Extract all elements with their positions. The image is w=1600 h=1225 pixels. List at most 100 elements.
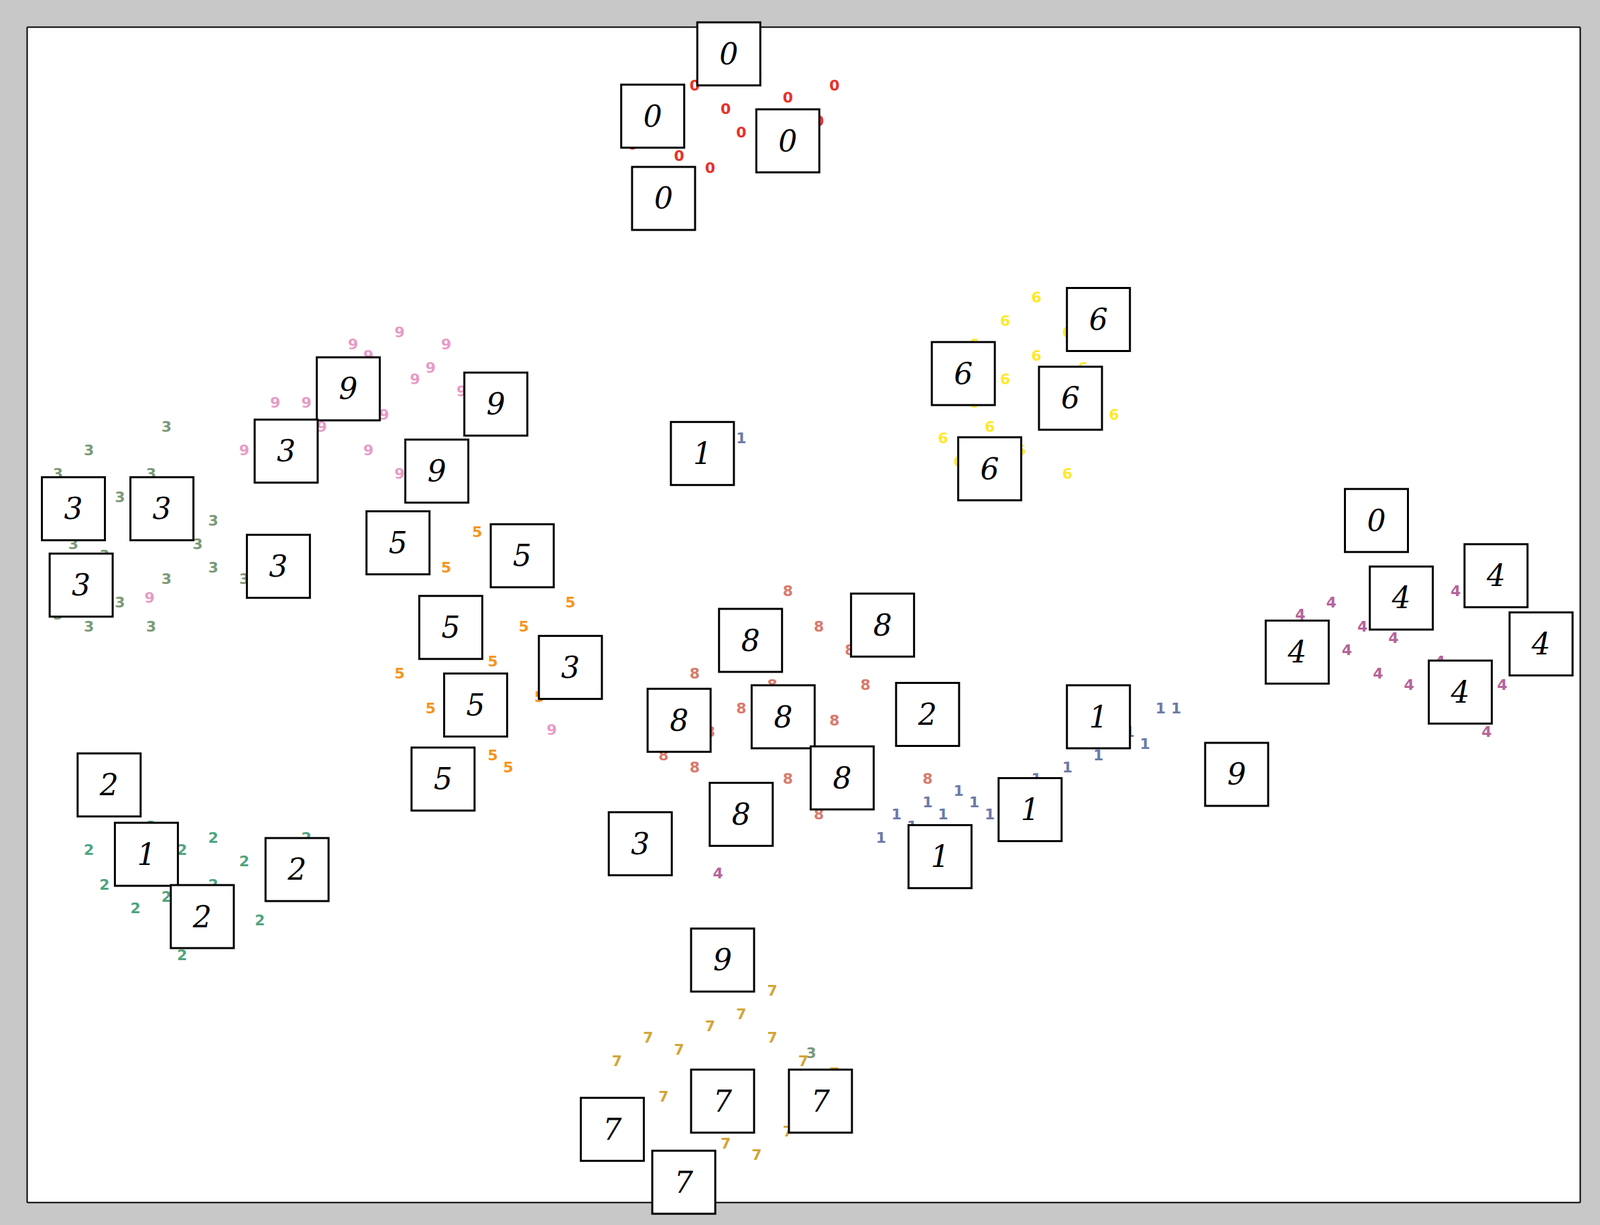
point: 1	[876, 829, 887, 846]
image-digit: 0	[643, 99, 663, 134]
x-axis	[27, 1201, 1581, 1203]
image-box: 9	[691, 928, 755, 992]
point: 5	[565, 593, 576, 611]
point: 1	[1171, 699, 1182, 717]
point: 7	[735, 1005, 747, 1023]
image-digit: 9	[339, 371, 358, 406]
image-box: 0	[621, 84, 685, 148]
point: 1	[1062, 758, 1073, 776]
image-frame	[1464, 544, 1528, 608]
image-digit: 5	[433, 761, 453, 796]
image-box: 5	[366, 511, 430, 575]
point: 5	[471, 523, 482, 541]
marks: 0000000000000000111111111111111111122222…	[52, 42, 1555, 1164]
point: 8	[860, 676, 871, 694]
image-frame	[42, 477, 106, 541]
image-box: 5	[419, 595, 483, 659]
image-digit: 3	[152, 491, 172, 526]
image-frame	[998, 777, 1062, 841]
point: 4	[1357, 618, 1368, 635]
image-digit: 2	[286, 851, 307, 887]
series-3: 33333333333333333333	[52, 418, 817, 1062]
image-digit: 9	[427, 453, 447, 488]
point: 5	[518, 618, 529, 635]
point: 6	[937, 429, 948, 447]
image-frame	[366, 511, 430, 575]
image-frame	[419, 595, 483, 659]
point: 9	[425, 359, 436, 377]
chart-svg: 0000000000000000111111111111111111122222…	[0, 0, 1600, 1225]
point: 9	[144, 589, 155, 606]
image-digit: 6	[1061, 380, 1080, 415]
image-digit: 9	[486, 386, 506, 421]
image-box: 6	[931, 341, 995, 405]
image-frame	[464, 372, 528, 436]
image-digit: 0	[778, 124, 797, 159]
image-frame	[317, 357, 381, 421]
frame-top	[27, 26, 1581, 28]
point: 3	[161, 418, 172, 436]
point: 9	[347, 335, 358, 353]
image-digit: 5	[441, 609, 461, 645]
image-frame	[788, 1069, 852, 1133]
point: 8	[735, 699, 747, 717]
point: 2	[207, 829, 218, 846]
point: 4	[1450, 582, 1461, 600]
image-box: 2	[265, 837, 329, 901]
image-digit: 1	[1089, 699, 1109, 734]
image-box: 8	[709, 782, 773, 846]
image-box: 8	[810, 746, 874, 810]
image-frame	[691, 928, 755, 992]
point: 7	[798, 1052, 809, 1070]
image-frame	[908, 825, 972, 889]
image-frame	[130, 477, 194, 541]
point: 6	[1030, 347, 1041, 364]
image-frame	[1205, 742, 1269, 806]
series-9: 99999999999999999999	[144, 323, 1223, 758]
point: 3	[146, 618, 157, 635]
image-digit: 4	[1450, 674, 1470, 710]
image-box: 0	[697, 22, 761, 86]
point: 7	[611, 1052, 623, 1070]
point: 8	[782, 582, 793, 600]
image-digit: 5	[512, 538, 532, 573]
point: 6	[1108, 406, 1119, 423]
image-box: 4	[1370, 566, 1434, 630]
image-frame	[1370, 566, 1434, 630]
image-box: 5	[490, 524, 554, 588]
image-frame	[719, 608, 783, 672]
image-frame	[810, 746, 874, 810]
image-box: 1	[670, 421, 734, 485]
point: 8	[922, 770, 933, 787]
point: 4	[1372, 664, 1383, 682]
point: 5	[425, 699, 436, 717]
image-digit: 0	[1366, 503, 1386, 538]
image-box: 3	[254, 419, 318, 483]
point: 6	[1000, 370, 1011, 388]
image-frame	[896, 683, 960, 747]
image-digit: 5	[466, 687, 486, 722]
image-frame	[709, 782, 773, 846]
point: 9	[546, 721, 557, 738]
image-frame	[1265, 620, 1329, 684]
image-box: 2	[170, 884, 234, 948]
point: 6	[1062, 465, 1073, 482]
point: 2	[99, 876, 110, 893]
image-box: 8	[851, 593, 915, 657]
image-frame	[608, 811, 672, 875]
image-frame	[621, 84, 685, 148]
frame-right	[1579, 27, 1581, 1203]
point: 9	[363, 441, 374, 459]
point: 4	[1326, 593, 1337, 611]
image-frame	[632, 166, 696, 230]
image-digit: 8	[773, 699, 793, 734]
image-digit: 8	[731, 796, 751, 832]
image-box: 7	[788, 1069, 852, 1133]
image-box: 5	[444, 672, 508, 736]
image-digit: 6	[980, 451, 1000, 486]
plot: 0000000000000000111111111111111111122222…	[26, 22, 1581, 1214]
image-box: 2	[77, 753, 141, 817]
image-box: 4	[1509, 611, 1573, 675]
point: 4	[1496, 676, 1507, 694]
image-frame	[1429, 660, 1493, 724]
